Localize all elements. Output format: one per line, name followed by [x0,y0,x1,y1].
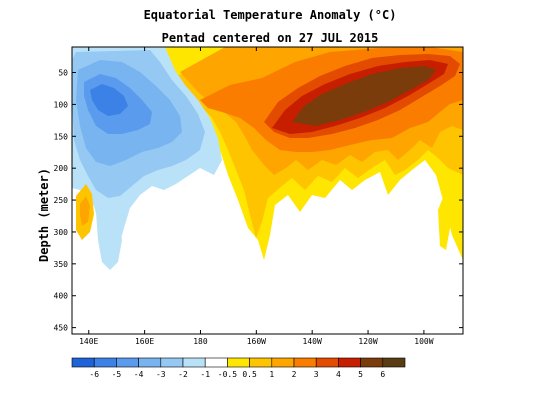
colorbar-label: 0.5 [242,370,257,379]
warm-contour-6 [292,66,436,126]
colorbar-label: -4 [134,370,144,379]
x-tick-label: 180 [193,337,208,346]
colorbar-label: -0.5 [218,370,237,379]
colorbar-label: 5 [358,370,363,379]
cold-contour-4 [90,84,128,116]
colorbar-swatch [338,357,361,368]
y-tick-label: 350 [54,260,69,269]
warm-patch-east [438,190,452,250]
colorbar-swatch [293,357,317,368]
colorbar-label: -3 [156,370,166,379]
colorbar-swatch [93,357,117,368]
heatmap-field [72,47,463,270]
colorbar-label: 2 [292,370,297,379]
colorbar-label: -1 [200,370,210,379]
colorbar-label: 6 [380,370,385,379]
x-axis: 140E 160E 180 160W 140W 120W 100W [79,47,434,346]
colorbar-swatch [182,357,206,368]
warm-patch-deep-west-core [80,196,90,226]
chart-title: Equatorial Temperature Anomaly (°C) [143,8,397,22]
y-axis: 50 100 150 200 250 300 350 400 450 [54,69,463,333]
colorbar-swatch [360,357,384,368]
colorbar-swatch [227,357,250,368]
x-tick-label: 140E [79,337,98,346]
colorbar-label: 4 [336,370,341,379]
cold-patch-deep [96,208,122,270]
y-tick-label: 400 [54,292,69,301]
y-tick-label: 300 [54,228,69,237]
x-tick-label: 120W [358,337,377,346]
colorbar-label: 3 [314,370,319,379]
chart-subtitle: Pentad centered on 27 JUL 2015 [161,31,379,45]
y-tick-label: 200 [54,164,69,173]
colorbar-swatch [138,357,162,368]
y-tick-label: 100 [54,100,69,109]
colorbar-label: -6 [89,370,99,379]
y-tick-label: 150 [54,132,69,141]
y-tick-label: 450 [54,324,69,333]
x-tick-label: 100W [414,337,433,346]
colorbar-swatch [71,357,95,368]
plot-frame [71,46,464,335]
colorbar-swatch [116,357,139,368]
colorbar-swatch [315,357,339,368]
x-tick-label: 160W [247,337,266,346]
colorbar-swatch [271,357,295,368]
colorbar-label: -2 [178,370,188,379]
colorbar: -6 -5 -4 -3 -2 -1 -0.5 0.5 1 2 3 4 5 6 [71,357,406,379]
colorbar-label: -5 [112,370,122,379]
colorbar-swatch [249,357,273,368]
x-tick-label: 140W [303,337,322,346]
y-tick-label: 50 [58,69,68,78]
colorbar-swatch [382,357,406,368]
x-tick-label: 160E [135,337,154,346]
colorbar-swatch [160,357,184,368]
y-tick-label: 250 [54,196,69,205]
colorbar-label: 1 [269,370,274,379]
colorbar-swatch [204,357,228,368]
